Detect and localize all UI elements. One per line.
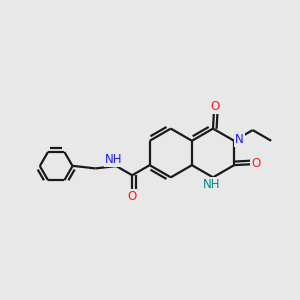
Text: O: O — [127, 190, 136, 203]
Text: O: O — [210, 100, 219, 113]
Text: O: O — [251, 157, 260, 170]
Text: NH: NH — [203, 178, 220, 191]
Text: NH: NH — [104, 153, 122, 166]
Text: N: N — [235, 133, 244, 146]
